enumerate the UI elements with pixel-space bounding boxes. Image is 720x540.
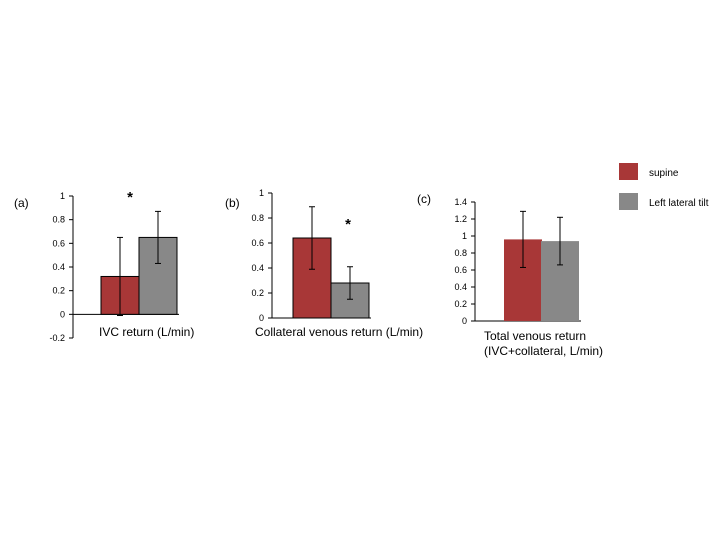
x-axis-label: Total venous return (IVC+collateral, L/mi… bbox=[484, 329, 603, 358]
chart-panel-2: (b) 0 0.2 0.4 0.6 0.8 1 * Collateral venous retu… bbox=[225, 188, 423, 339]
x-axis-label-line: Collateral venous return (L/min) bbox=[255, 325, 423, 339]
y-tick-label: 0.4 bbox=[454, 282, 467, 292]
y-tick-label: 0.6 bbox=[454, 265, 467, 275]
panel-label: (b) bbox=[225, 196, 240, 210]
y-tick-label: 0.2 bbox=[454, 299, 467, 309]
y-tick-label: 0.2 bbox=[52, 286, 65, 296]
chart-panel-3: (c) 0 0.2 0.4 0.6 0.8 1 1.2 1.4 Total venous retu… bbox=[417, 192, 603, 358]
significance-marker: * bbox=[127, 189, 133, 206]
y-tick-label: 0 bbox=[259, 313, 264, 323]
y-tick-label: 0.6 bbox=[251, 238, 264, 248]
y-tick-label: -0.2 bbox=[49, 333, 65, 343]
y-tick-label: 1.4 bbox=[454, 197, 467, 207]
x-axis-label-line: (IVC+collateral, L/min) bbox=[484, 344, 603, 358]
y-tick-label: 0 bbox=[462, 316, 467, 326]
legend-label: Left lateral tilt bbox=[649, 198, 709, 209]
significance-marker: * bbox=[345, 216, 351, 233]
y-tick-label: 0.8 bbox=[52, 215, 65, 225]
legend-swatch bbox=[619, 163, 638, 180]
y-tick-label: 0.4 bbox=[52, 262, 65, 272]
chart-panels: (a) -0.2 0 0.2 0.4 0.6 0.8 1 * IVC return (L/min)… bbox=[14, 188, 603, 358]
y-tick-label: 0.2 bbox=[251, 288, 264, 298]
chart-panel-1: (a) -0.2 0 0.2 0.4 0.6 0.8 1 * IVC return (L/min) bbox=[14, 189, 194, 343]
legend-swatch bbox=[619, 193, 638, 210]
x-axis-label: IVC return (L/min) bbox=[99, 325, 194, 339]
legend-label: supine bbox=[649, 168, 679, 179]
y-tick-label: 0.4 bbox=[251, 263, 264, 273]
y-tick-label: 1 bbox=[462, 231, 467, 241]
panel-label: (a) bbox=[14, 196, 29, 210]
y-tick-label: 0.8 bbox=[251, 213, 264, 223]
y-tick-label: 0.6 bbox=[52, 238, 65, 248]
panel-label: (c) bbox=[417, 192, 431, 206]
y-tick-label: 1.2 bbox=[454, 214, 467, 224]
y-tick-label: 0.8 bbox=[454, 248, 467, 258]
y-tick-label: 0 bbox=[60, 309, 65, 319]
y-tick-label: 1 bbox=[259, 188, 264, 198]
x-axis-label-line: IVC return (L/min) bbox=[99, 325, 194, 339]
legend: supine Left lateral tilt bbox=[619, 163, 709, 210]
x-axis-label-line: Total venous return bbox=[484, 329, 586, 343]
x-axis-label: Collateral venous return (L/min) bbox=[255, 325, 423, 339]
y-tick-label: 1 bbox=[60, 191, 65, 201]
